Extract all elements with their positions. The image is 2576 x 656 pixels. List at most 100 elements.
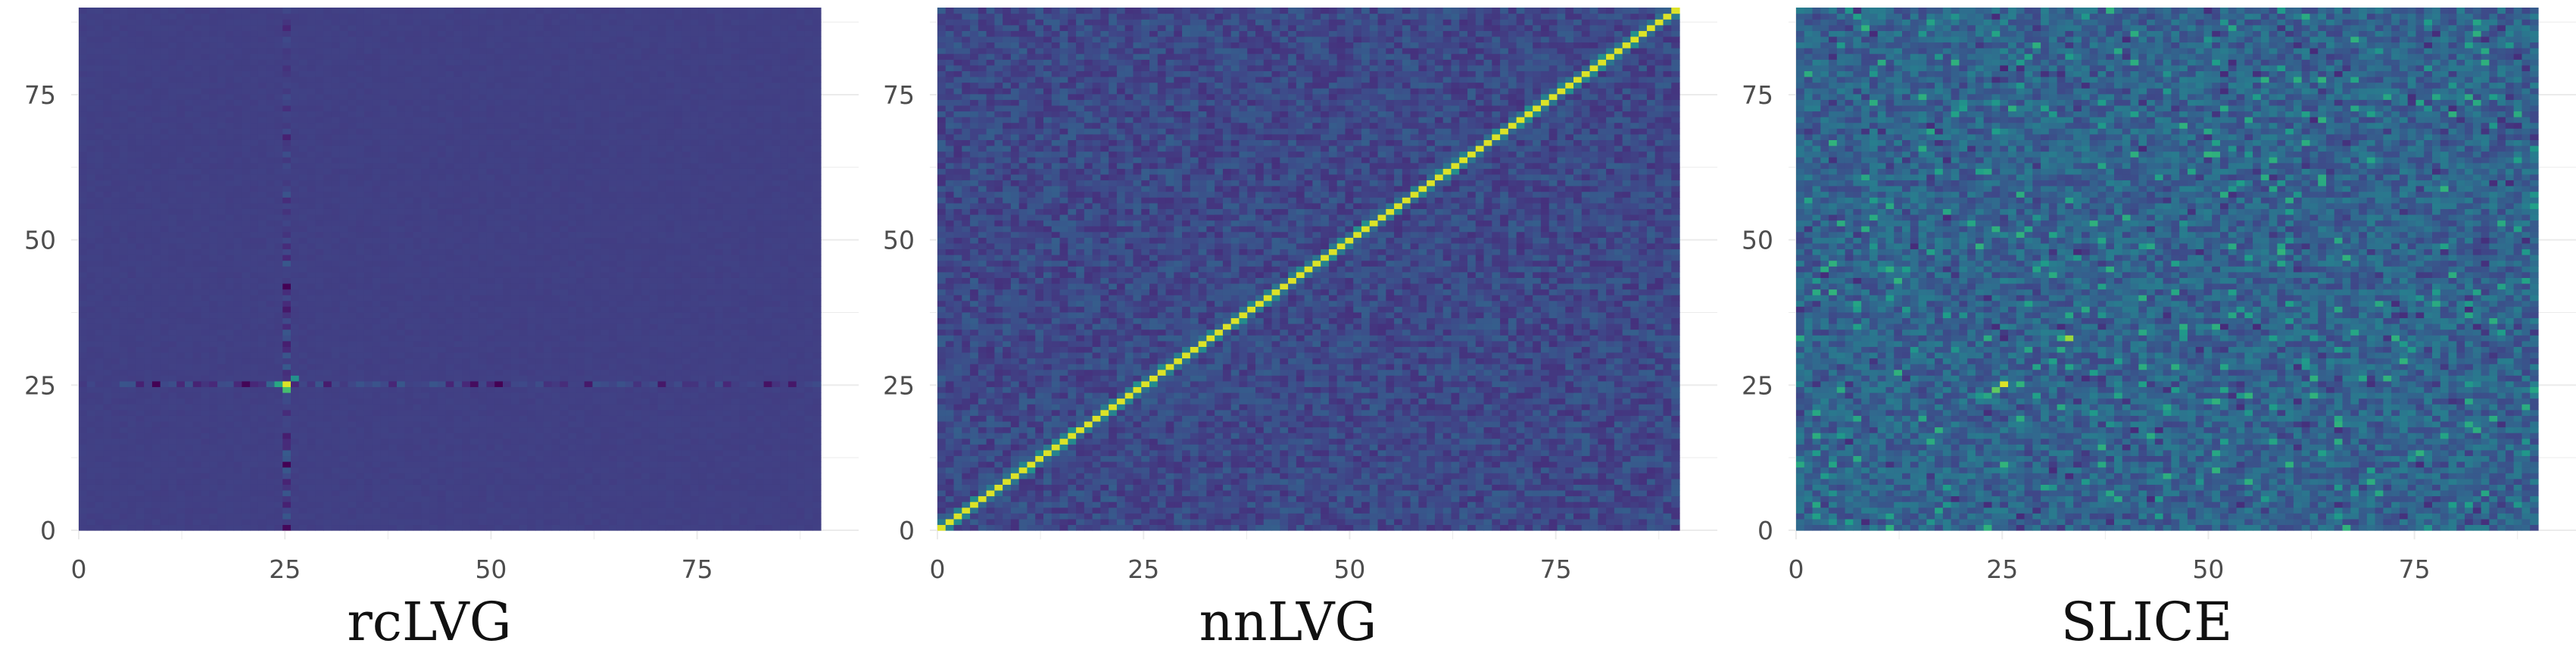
heatmap-cell xyxy=(257,398,267,405)
heatmap-cell xyxy=(257,295,267,301)
heatmap-cell xyxy=(225,358,235,364)
heatmap-cell xyxy=(503,415,512,422)
heatmap-cell xyxy=(388,311,398,319)
heatmap-cell xyxy=(739,524,748,531)
heatmap-cell xyxy=(388,271,398,278)
heatmap-cell xyxy=(690,255,700,261)
heatmap-cell xyxy=(527,433,536,439)
heatmap-cell xyxy=(715,518,724,526)
heatmap-cell xyxy=(257,317,267,324)
heatmap-cell xyxy=(437,260,447,267)
heatmap-cell xyxy=(413,392,422,399)
heatmap-cell xyxy=(592,255,601,261)
heatmap-cell xyxy=(217,323,226,330)
heatmap-cell xyxy=(551,358,560,364)
heatmap-cell xyxy=(79,489,88,497)
heatmap-cell xyxy=(681,266,691,273)
heatmap-cell xyxy=(274,226,283,233)
heatmap-cell xyxy=(298,214,308,221)
heatmap-cell xyxy=(217,306,226,313)
heatmap-cell xyxy=(201,323,210,330)
heatmap-cell xyxy=(242,266,251,273)
heatmap-cell xyxy=(372,311,382,319)
heatmap-cell xyxy=(494,420,504,428)
heatmap-cell xyxy=(421,369,430,376)
heatmap-cell xyxy=(437,317,447,324)
heatmap-cell xyxy=(274,306,283,313)
heatmap-cell xyxy=(560,340,569,347)
heatmap-cell xyxy=(136,220,145,226)
heatmap-cell xyxy=(192,409,202,416)
heatmap-cell xyxy=(209,415,218,422)
heatmap-cell xyxy=(363,375,373,382)
heatmap-cell xyxy=(192,300,202,307)
heatmap-cell xyxy=(429,277,438,284)
heatmap-cell xyxy=(527,489,536,497)
heatmap-cell xyxy=(445,248,454,255)
heatmap-cell xyxy=(731,495,740,502)
heatmap-cell xyxy=(763,380,772,388)
heatmap-cell xyxy=(690,461,700,468)
heatmap-cell xyxy=(160,271,170,278)
heatmap-cell xyxy=(445,507,454,514)
heatmap-cell xyxy=(282,351,292,359)
heatmap-cell xyxy=(282,438,292,445)
heatmap-cell xyxy=(625,311,634,319)
heatmap-cell xyxy=(363,289,373,295)
heatmap-cell xyxy=(250,467,259,473)
heatmap-cell xyxy=(413,455,422,462)
heatmap-cell xyxy=(282,346,292,353)
heatmap-cell xyxy=(690,489,700,497)
heatmap-cell xyxy=(763,300,772,307)
heatmap-cell xyxy=(560,513,569,520)
heatmap-cell xyxy=(609,449,618,457)
heatmap-cell xyxy=(429,386,438,393)
heatmap-cell xyxy=(144,473,153,480)
heatmap-cell xyxy=(755,433,765,439)
heatmap-cell xyxy=(633,283,642,290)
heatmap-cell xyxy=(209,283,218,290)
heatmap-cell xyxy=(380,226,389,233)
heatmap-cell xyxy=(86,277,96,284)
heatmap-cell xyxy=(266,489,276,497)
heatmap-cell xyxy=(298,317,308,324)
heatmap-cell xyxy=(348,461,357,468)
heatmap-cell xyxy=(625,295,634,301)
heatmap-cell xyxy=(494,329,504,336)
heatmap-cell xyxy=(454,484,463,491)
heatmap-cell xyxy=(266,415,276,422)
heatmap-cell xyxy=(715,277,724,284)
heatmap-cell xyxy=(722,444,732,451)
heatmap-cell xyxy=(356,289,365,295)
heatmap-cell xyxy=(584,449,594,457)
heatmap-cell xyxy=(136,317,145,324)
heatmap-cell xyxy=(86,248,96,255)
heatmap-cell xyxy=(462,289,471,295)
heatmap-cell xyxy=(527,369,536,376)
heatmap-cell xyxy=(772,226,781,233)
heatmap-cell xyxy=(600,329,610,336)
heatmap-cell xyxy=(291,501,300,508)
heatmap-cell xyxy=(298,415,308,422)
heatmap-cell xyxy=(119,415,129,422)
heatmap-cell xyxy=(706,415,716,422)
heatmap-cell xyxy=(421,380,430,388)
heatmap-cell xyxy=(584,351,594,359)
heatmap-cell xyxy=(551,351,560,359)
heatmap-cell xyxy=(86,404,96,411)
heatmap-cell xyxy=(356,478,365,485)
heatmap-cell xyxy=(151,473,161,480)
heatmap-cell xyxy=(780,507,789,514)
heatmap-cell xyxy=(372,507,382,514)
heatmap-cell xyxy=(413,409,422,416)
heatmap-cell xyxy=(674,420,683,428)
heatmap-cell xyxy=(266,358,276,364)
heatmap-cell xyxy=(527,438,536,445)
heatmap-cell xyxy=(250,404,259,411)
heatmap-cell xyxy=(772,489,781,497)
heatmap-cell xyxy=(445,461,454,468)
heatmap-cell xyxy=(469,346,479,353)
heatmap-cell xyxy=(209,317,218,324)
heatmap-cell xyxy=(772,260,781,267)
heatmap-cell xyxy=(478,513,488,520)
